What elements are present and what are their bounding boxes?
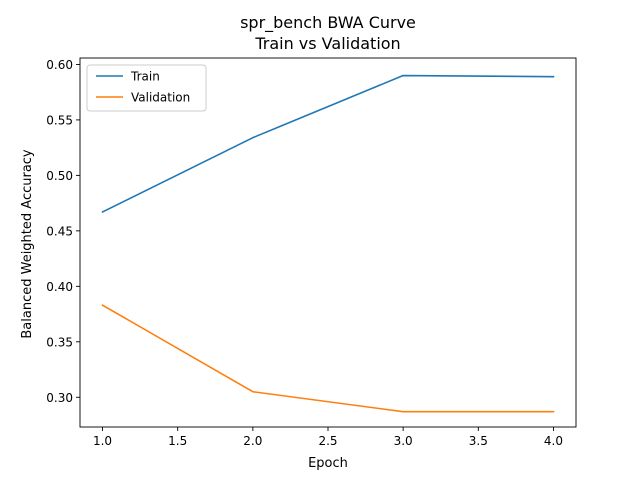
x-tick-label: 1.0 (93, 434, 112, 448)
y-tick-label: 0.50 (46, 169, 73, 183)
x-tick-label: 2.0 (243, 434, 262, 448)
y-tick-label: 0.45 (46, 224, 73, 238)
x-tick-label: 3.5 (469, 434, 488, 448)
y-tick-label: 0.55 (46, 113, 73, 127)
x-tick-label: 1.5 (168, 434, 187, 448)
x-tick-label: 4.0 (544, 434, 563, 448)
x-tick-label: 2.5 (318, 434, 337, 448)
axes-frame (79, 57, 577, 428)
y-tick-label: 0.30 (46, 391, 73, 405)
y-tick-label: 0.40 (46, 280, 73, 294)
chart-title-line2: Train vs Validation (254, 34, 400, 53)
legend-label-train: Train (130, 70, 160, 84)
plot-area: 1.0 1.5 2.0 2.5 3.0 3.5 4.0 0.30 0.35 0.40 0.45 0.5… (46, 57, 577, 448)
x-axis-label: Epoch (308, 456, 348, 471)
legend-label-validation: Validation (131, 91, 190, 105)
y-tick-label: 0.35 (46, 335, 73, 349)
chart-title-line1: spr_bench BWA Curve (240, 13, 416, 33)
y-tick-label: 0.60 (46, 58, 73, 72)
series-line-validation (101, 304, 555, 413)
series-line-train (101, 74, 555, 214)
x-tick-label: 3.0 (394, 434, 413, 448)
y-axis-label: Balanced Weighted Accuracy (20, 149, 35, 339)
